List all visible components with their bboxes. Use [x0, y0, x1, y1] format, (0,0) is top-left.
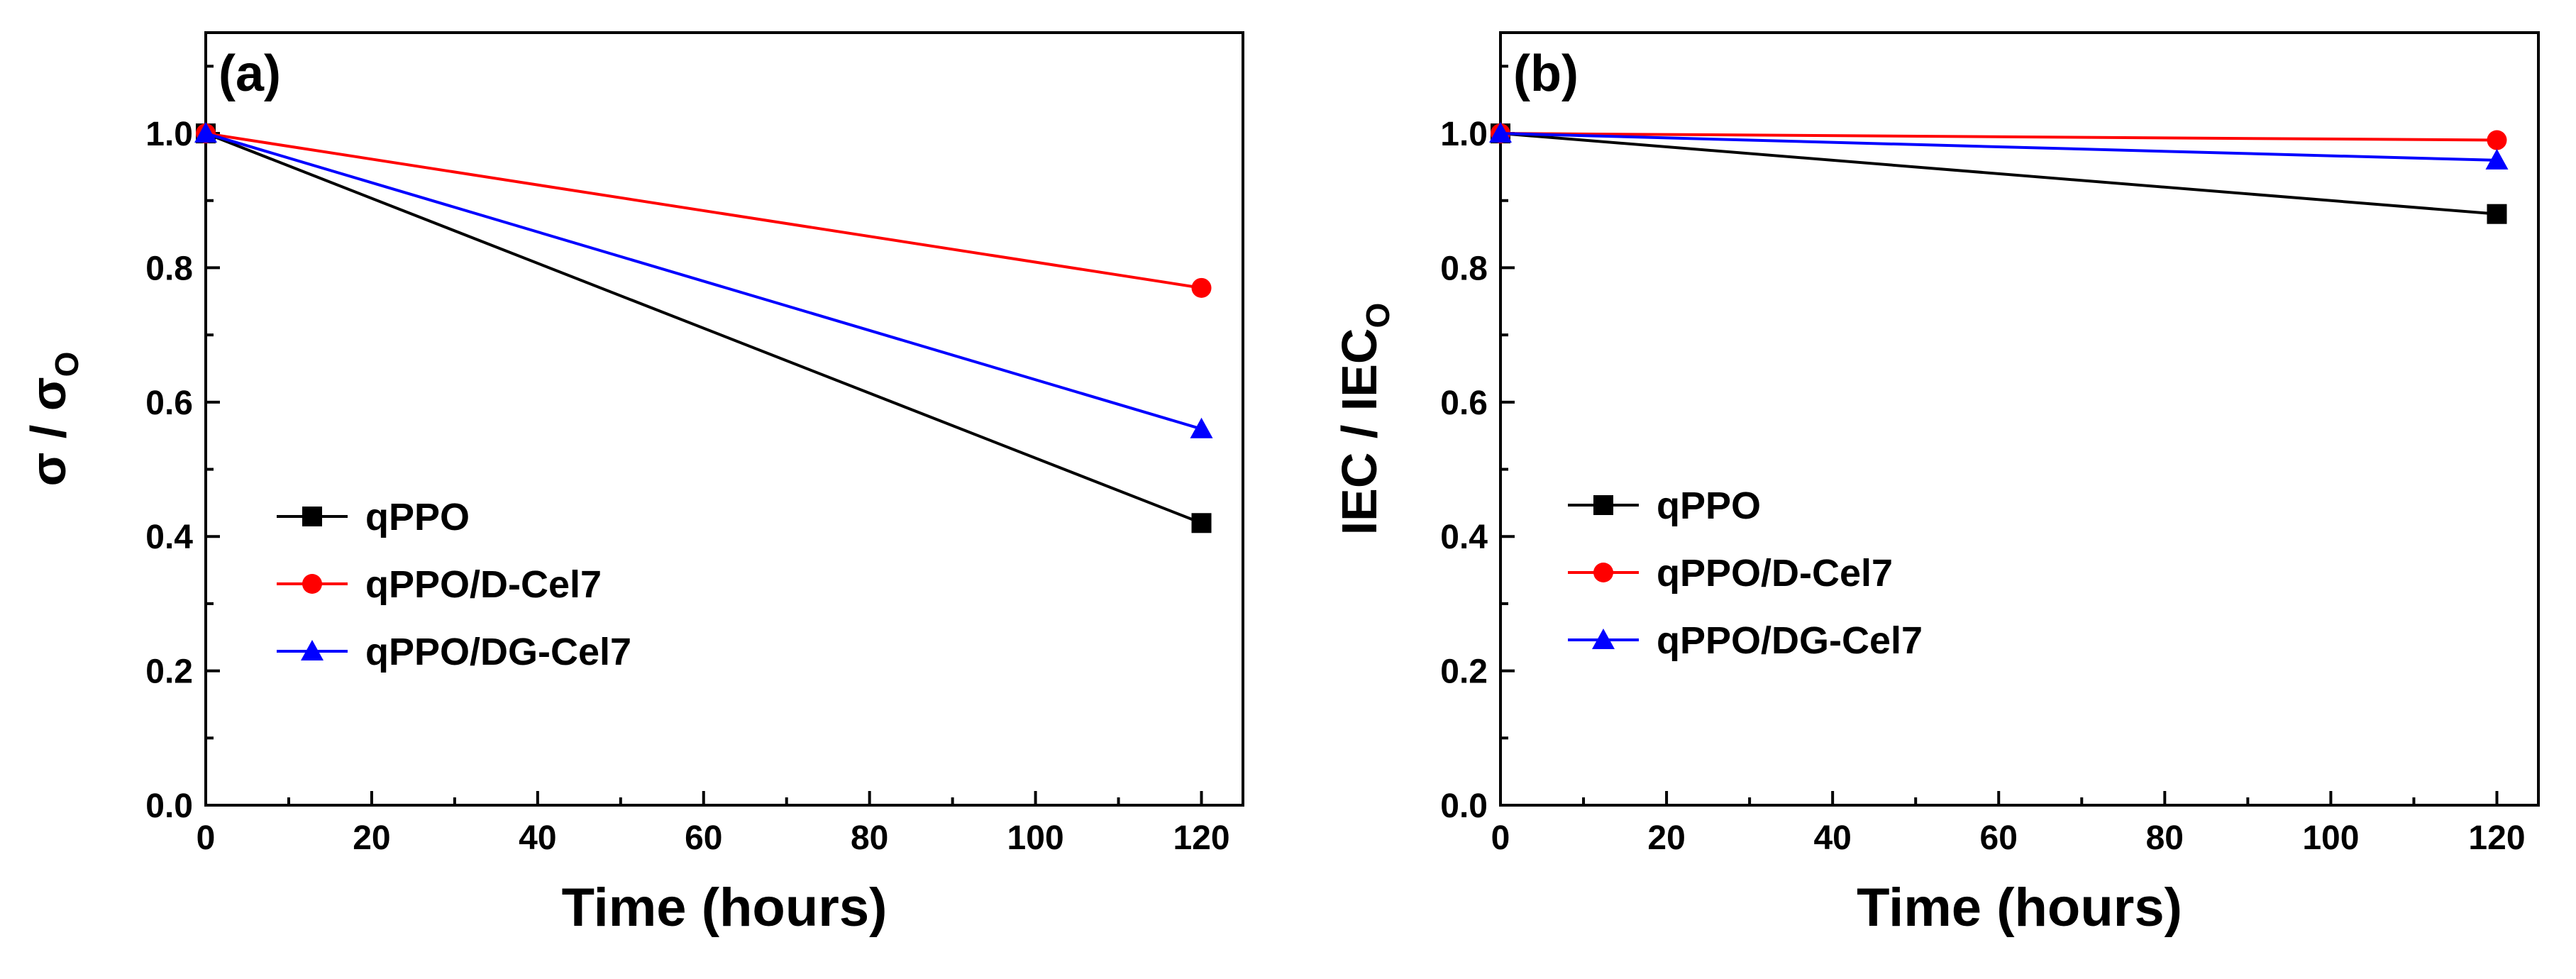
y-tick-label: 0.4: [145, 519, 193, 556]
plot-frame: [1499, 31, 2540, 807]
data-point: [1489, 122, 1512, 143]
y-tick-label: 0.2: [145, 653, 193, 691]
x-tick-label: 0: [1491, 819, 1510, 857]
legend-label: qPPO/D-Cel7: [365, 563, 602, 606]
panel-label: (b): [1513, 45, 1579, 102]
legend-item-qppo-dg-cel7: qPPO/DG-Cel7: [277, 631, 631, 673]
legend-label: qPPO: [1657, 485, 1761, 527]
x-tick-label: 80: [851, 819, 888, 857]
x-tick-label: 20: [353, 819, 390, 857]
data-point: [2485, 148, 2509, 170]
legend-item-qppo-dg-cel7: qPPO/DG-Cel7: [1568, 619, 1923, 662]
legend: qPPO qPPO/D-Cel7 qPPO/DG-Cel7: [277, 496, 631, 673]
panel-label: (a): [219, 45, 281, 102]
chart-panel-a: 0 20 40 60 80 100 120 0.0 0.2 0.4 0.6 0.8 1.0 Time (h…: [21, 31, 1244, 938]
series-line: [1500, 132, 2497, 162]
plot-frame: [204, 31, 1244, 807]
x-tick-label: 0: [197, 819, 216, 857]
data-point: [1191, 513, 1212, 533]
y-axis-title-subscript: O: [48, 352, 85, 377]
legend: qPPO qPPO/D-Cel7 qPPO/DG-Cel7: [1568, 485, 1923, 662]
x-tick-label: 60: [1980, 819, 2018, 857]
legend-marker: [1592, 629, 1615, 649]
x-tick-label: 20: [1647, 819, 1685, 857]
y-tick-label: 0.6: [145, 385, 193, 422]
x-tick-label: 100: [1007, 819, 1064, 857]
x-axis-title: Time (hours): [1857, 878, 2182, 938]
y-tick-label: 0.0: [1440, 787, 1488, 825]
series-qppo-dg-cel7: [194, 122, 1213, 438]
legend-item-qppo: qPPO: [1568, 485, 1761, 527]
data-point: [1191, 277, 1212, 298]
y-tick-label: 0.8: [1440, 250, 1488, 287]
y-axis-title-subscript: O: [1359, 303, 1396, 328]
y-tick-label: 1.0: [145, 116, 193, 153]
data-point: [2487, 130, 2507, 150]
y-tick-label: 0.6: [1440, 385, 1488, 422]
legend-marker: [1593, 563, 1613, 582]
series-line: [205, 132, 1203, 431]
legend-item-qppo-d-cel7: qPPO/D-Cel7: [1568, 552, 1893, 594]
x-tick-label: 60: [685, 819, 722, 857]
series-line: [205, 132, 1203, 525]
legend-item-qppo-d-cel7: qPPO/D-Cel7: [277, 563, 602, 606]
series-qppo-dg-cel7: [1489, 122, 2509, 170]
y-tick-label: 0.8: [145, 250, 193, 287]
y-tick-label: 0.0: [145, 787, 193, 825]
legend-item-qppo: qPPO: [277, 496, 470, 538]
x-tick-label: 80: [2146, 819, 2184, 857]
y-axis-title-main: IEC / IEC: [1332, 328, 1387, 536]
legend-marker: [302, 574, 322, 594]
y-tick-label: 0.4: [1440, 519, 1488, 556]
x-tick-label: 120: [1173, 819, 1229, 857]
legend-marker: [301, 640, 324, 660]
y-axis-title-main: σ / σ: [21, 377, 76, 486]
legend-marker: [1593, 495, 1613, 515]
legend-label: qPPO/D-Cel7: [1657, 552, 1893, 594]
legend-label: qPPO/DG-Cel7: [1657, 619, 1923, 662]
series-line: [1500, 132, 2497, 216]
data-point: [1190, 417, 1213, 438]
chart-panel-b: 0 20 40 60 80 100 120 0.0 0.2 0.4 0.6 0.8 1.0 Time (h…: [1332, 31, 2540, 938]
y-axis-title: σ / σO: [21, 352, 85, 487]
series-line: [205, 132, 1202, 289]
series-line: [1500, 132, 2497, 142]
data-point: [2487, 204, 2507, 224]
y-tick-label: 0.2: [1440, 653, 1488, 691]
legend-label: qPPO/DG-Cel7: [365, 631, 631, 673]
x-tick-label: 100: [2302, 819, 2359, 857]
x-tick-label: 40: [519, 819, 556, 857]
y-axis-title: IEC / IECO: [1332, 303, 1396, 536]
x-tick-label: 120: [2468, 819, 2525, 857]
legend-label: qPPO: [365, 496, 470, 538]
data-point: [194, 122, 217, 143]
legend-marker: [302, 507, 322, 526]
x-tick-label: 40: [1813, 819, 1851, 857]
x-axis-title: Time (hours): [562, 878, 888, 938]
y-tick-label: 1.0: [1440, 116, 1488, 153]
